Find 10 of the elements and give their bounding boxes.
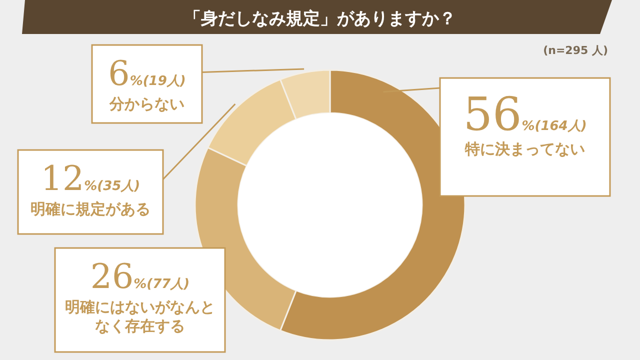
data-label: 6%(19人) (108, 54, 186, 94)
slice-label: 明確に規定がある (30, 200, 150, 218)
data-label: 26%(77人) (90, 257, 190, 297)
slice-label: 特に決まってない (464, 140, 585, 158)
chart-title: 「身だしなみ規定」がありますか？ (184, 9, 456, 29)
slice-label: 明確にはないがなんとなく存在する (65, 298, 215, 335)
data-label: 12%(35人) (40, 159, 140, 199)
slice-label: 分からない (108, 95, 184, 113)
data-label: 56%(164人) (463, 87, 587, 141)
chart-subtitle: (n=295 人) (543, 44, 608, 57)
